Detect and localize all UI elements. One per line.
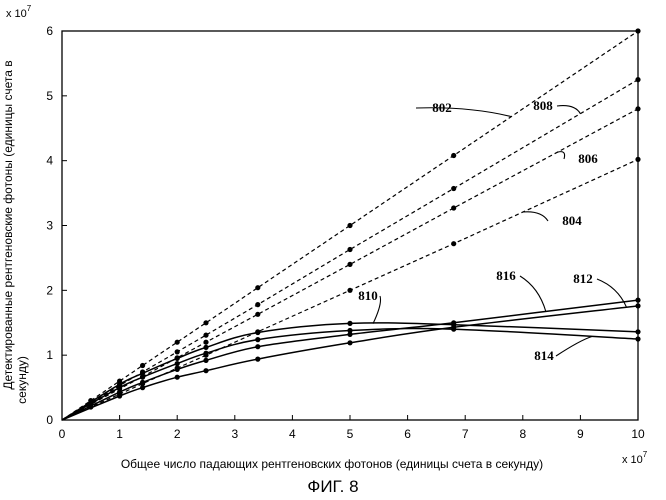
- x-tick-label-9: 9: [577, 427, 584, 441]
- x-tick-label-4: 4: [289, 427, 296, 441]
- point-808-6: [255, 302, 260, 307]
- y-tick-label-0: 0: [46, 413, 53, 427]
- point-816-4: [203, 358, 208, 363]
- point-806-6: [255, 312, 260, 317]
- point-806-5: [203, 340, 208, 345]
- y-tick-label-5: 5: [46, 89, 53, 103]
- callout-label-814: 814: [534, 348, 554, 363]
- callout-label-806: 806: [578, 151, 598, 166]
- callout-label-808: 808: [533, 98, 553, 113]
- y-axis-title: Детектированные рентгеновские фотоны (ед…: [1, 60, 15, 389]
- point-812-3: [175, 375, 180, 380]
- point-804-7: [347, 288, 352, 293]
- point-810-3: [175, 356, 180, 361]
- y-tick-label-1: 1: [46, 348, 53, 362]
- callout-leader-814: [556, 337, 592, 357]
- point-808-8: [451, 186, 456, 191]
- point-816-3: [175, 367, 180, 372]
- point-806-9: [635, 106, 640, 111]
- point-808-7: [347, 247, 352, 252]
- point-810-8: [635, 329, 640, 334]
- x-tick-label-10: 10: [631, 427, 645, 441]
- point-812-5: [255, 357, 260, 362]
- point-812-1: [117, 393, 122, 398]
- callout-label-816: 816: [496, 268, 516, 283]
- callout-leader-816: [520, 276, 546, 311]
- point-808-5: [203, 333, 208, 338]
- point-814-3: [175, 361, 180, 366]
- point-812-8: [635, 303, 640, 308]
- point-810-4: [203, 345, 208, 350]
- point-812-2: [140, 385, 145, 390]
- callout-label-812: 812: [573, 271, 593, 286]
- point-802-4: [175, 340, 180, 345]
- y-tick-label-6: 6: [46, 24, 53, 38]
- point-802-5: [203, 320, 208, 325]
- y-tick-label-3: 3: [46, 219, 53, 233]
- x-tick-label-2: 2: [174, 427, 181, 441]
- x-tick-label-0: 0: [59, 427, 66, 441]
- point-802-3: [140, 363, 145, 368]
- x-tick-label-3: 3: [231, 427, 238, 441]
- point-806-8: [451, 205, 456, 210]
- point-810-6: [347, 321, 352, 326]
- x-tick-label-8: 8: [519, 427, 526, 441]
- point-802-7: [347, 223, 352, 228]
- point-812-7: [451, 325, 456, 330]
- point-816-8: [635, 298, 640, 303]
- callout-leader-804: [523, 212, 548, 221]
- point-816-6: [347, 332, 352, 337]
- x-multiplier: x 107: [622, 450, 648, 466]
- point-812-6: [347, 340, 352, 345]
- point-814-1: [117, 385, 122, 390]
- point-814-4: [203, 351, 208, 356]
- figure-8-chart: 802 808 806 804 810 816 812 814 0 1 2 3 4 5 6 7 8 9 10 0 1 2…: [0, 0, 666, 500]
- point-814-8: [635, 336, 640, 341]
- point-802-8: [451, 153, 456, 158]
- x-axis-title: Общее число падающих рентгеновских фотон…: [121, 457, 543, 471]
- point-816-5: [255, 344, 260, 349]
- point-802-6: [255, 285, 260, 290]
- point-804-9: [635, 157, 640, 162]
- point-802-9: [635, 28, 640, 33]
- point-816-2: [140, 380, 145, 385]
- point-814-2: [140, 375, 145, 380]
- point-806-7: [347, 262, 352, 267]
- callout-label-802: 802: [432, 100, 452, 115]
- x-tick-label-7: 7: [462, 427, 469, 441]
- callout-leader-806: [557, 152, 564, 159]
- point-804-1: [88, 404, 93, 409]
- point-816-7: [451, 320, 456, 325]
- point-812-4: [203, 368, 208, 373]
- callout-leader-802: [416, 108, 511, 117]
- point-808-4: [175, 349, 180, 354]
- y-tick-label-2: 2: [46, 283, 53, 297]
- y-multiplier: x 107: [6, 4, 32, 20]
- point-804-8: [451, 241, 456, 246]
- callout-label-810: 810: [358, 288, 378, 303]
- point-814-5: [255, 337, 260, 342]
- series-line-810: [62, 323, 638, 420]
- x-tick-label-1: 1: [116, 427, 123, 441]
- callout-label-804: 804: [562, 213, 582, 228]
- point-808-9: [635, 77, 640, 82]
- figure-caption: ФИГ. 8: [307, 477, 358, 496]
- y-tick-label-4: 4: [46, 154, 53, 168]
- point-810-5: [255, 330, 260, 335]
- y-axis-title-line2: секунду): [15, 356, 29, 404]
- x-tick-label-5: 5: [347, 427, 354, 441]
- callout-leader-808: [557, 106, 580, 114]
- x-tick-label-6: 6: [404, 427, 411, 441]
